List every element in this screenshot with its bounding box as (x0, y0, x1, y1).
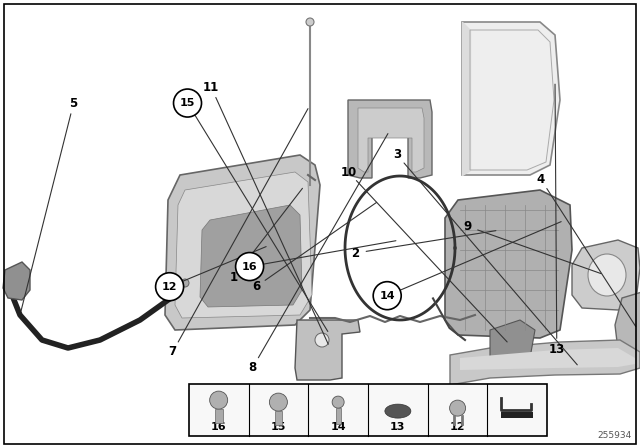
Text: 4: 4 (537, 172, 545, 186)
Circle shape (332, 396, 344, 408)
Text: 15: 15 (271, 422, 286, 432)
Polygon shape (615, 292, 640, 360)
Polygon shape (572, 240, 640, 310)
Text: 16: 16 (211, 422, 227, 432)
Text: 15: 15 (180, 98, 195, 108)
Bar (189, 384, 547, 436)
Text: 13: 13 (390, 422, 406, 432)
Polygon shape (3, 262, 30, 300)
Polygon shape (462, 22, 560, 175)
Text: 12: 12 (450, 422, 465, 432)
Text: 11: 11 (203, 81, 220, 94)
Ellipse shape (588, 254, 626, 296)
Bar (501, 412, 533, 418)
Bar (214, 409, 223, 423)
Polygon shape (165, 155, 320, 330)
Circle shape (173, 89, 202, 117)
Text: 255934: 255934 (598, 431, 632, 440)
Circle shape (181, 279, 189, 287)
Polygon shape (175, 172, 312, 318)
Circle shape (236, 253, 264, 280)
Circle shape (450, 400, 466, 416)
Polygon shape (200, 205, 302, 307)
Text: 3: 3 (393, 148, 401, 161)
Ellipse shape (385, 404, 411, 418)
Text: 12: 12 (162, 282, 177, 292)
Text: 6: 6 (252, 280, 260, 293)
Polygon shape (295, 320, 360, 380)
Text: 14: 14 (330, 422, 346, 432)
Text: 2: 2 (351, 246, 359, 260)
Text: 8: 8 (249, 361, 257, 374)
Text: 5: 5 (70, 96, 77, 110)
Polygon shape (450, 340, 640, 385)
Bar (335, 408, 340, 424)
Circle shape (156, 273, 184, 301)
Text: 9: 9 (463, 220, 471, 233)
Circle shape (373, 282, 401, 310)
Text: 10: 10 (340, 166, 357, 179)
Bar (275, 411, 282, 425)
Circle shape (269, 393, 287, 411)
Circle shape (315, 333, 329, 347)
Text: 16: 16 (242, 262, 257, 271)
Polygon shape (490, 320, 535, 365)
Text: 13: 13 (548, 343, 565, 356)
Polygon shape (348, 100, 432, 178)
Polygon shape (445, 190, 572, 338)
Circle shape (210, 391, 228, 409)
Circle shape (306, 18, 314, 26)
Polygon shape (358, 108, 424, 172)
Polygon shape (460, 348, 635, 370)
Text: 7: 7 (169, 345, 177, 358)
Text: 1: 1 (230, 271, 237, 284)
Text: 14: 14 (380, 291, 395, 301)
